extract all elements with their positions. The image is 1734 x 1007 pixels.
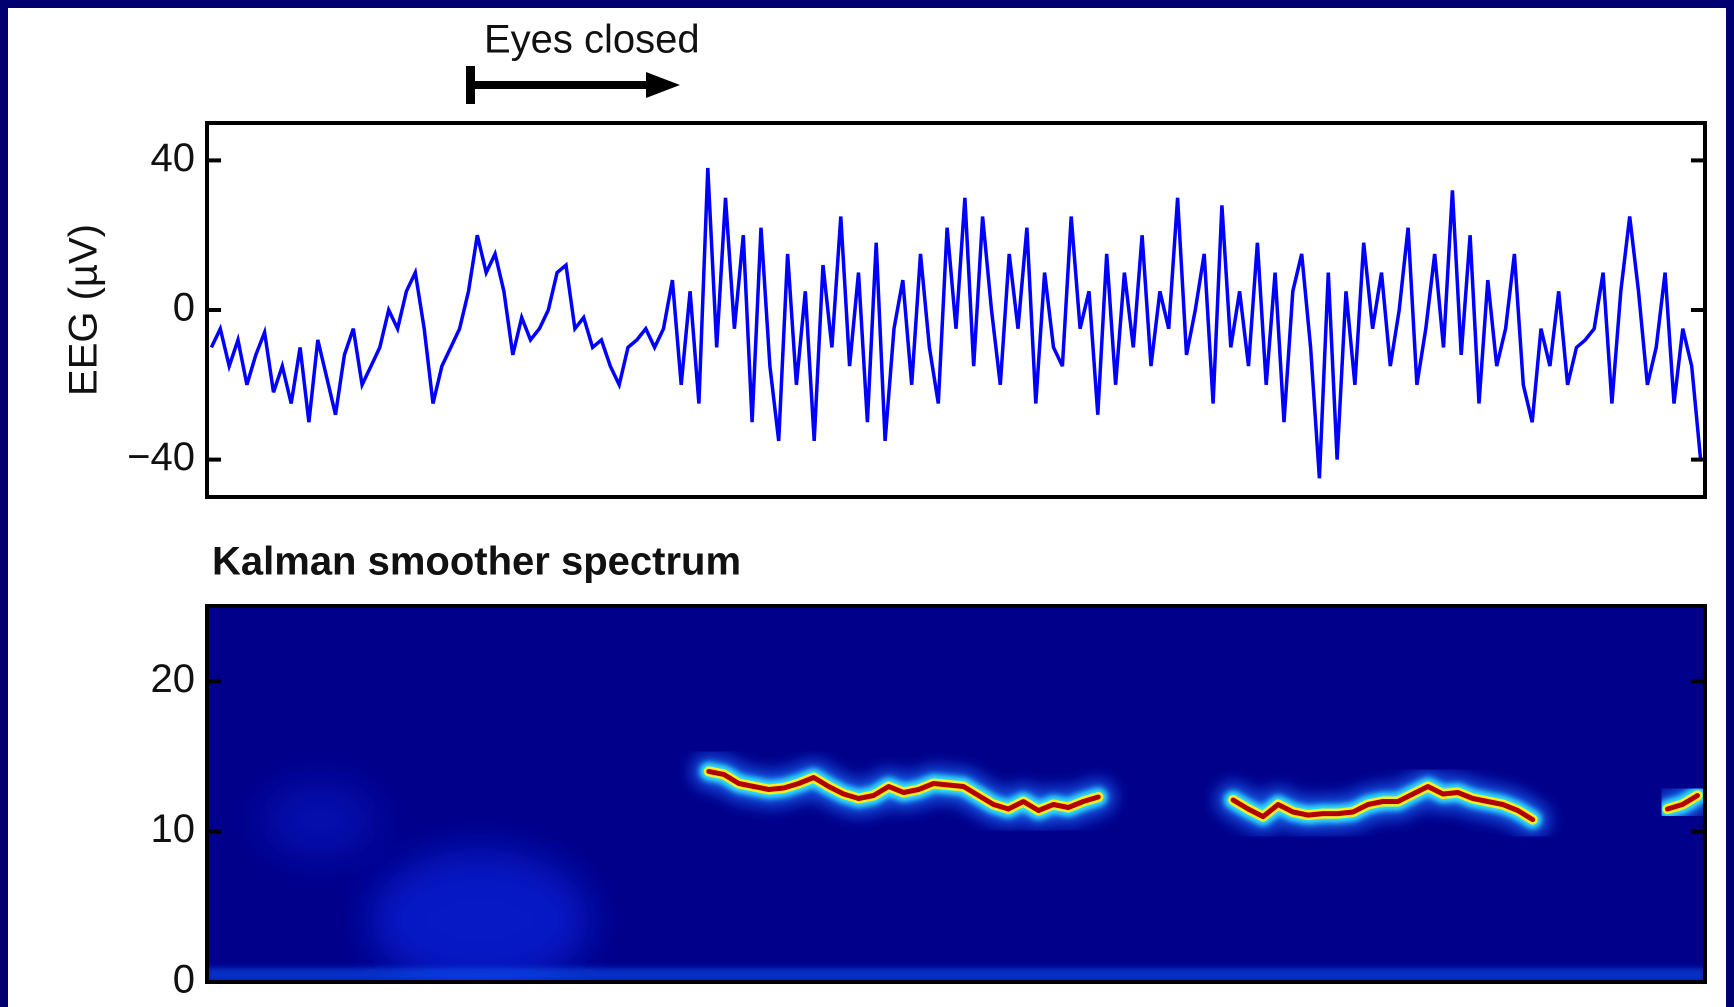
chart-title: Kalman smoother spectrum bbox=[212, 540, 741, 584]
y-tick-label: 0 bbox=[173, 286, 195, 330]
plot-area bbox=[691, 754, 1705, 837]
y-axis-label: EEG (µV) bbox=[62, 224, 106, 396]
y-tick-label: 0 bbox=[173, 958, 195, 1002]
y-tick-label: −40 bbox=[127, 435, 195, 479]
eeg-line bbox=[209, 167, 1703, 479]
y-tick-label: 40 bbox=[151, 136, 196, 180]
ridge-line bbox=[706, 768, 1101, 813]
ridge-line bbox=[1665, 793, 1700, 812]
ridge-line bbox=[1230, 784, 1536, 823]
heatmap-field bbox=[207, 780, 1705, 982]
arrow bbox=[466, 66, 680, 104]
axes-frame bbox=[205, 604, 1707, 984]
plot-area bbox=[209, 167, 1703, 479]
y-tick-label: 20 bbox=[151, 657, 196, 701]
y-tick-label: 10 bbox=[151, 807, 196, 851]
annotation: Eyes closed bbox=[484, 18, 700, 62]
